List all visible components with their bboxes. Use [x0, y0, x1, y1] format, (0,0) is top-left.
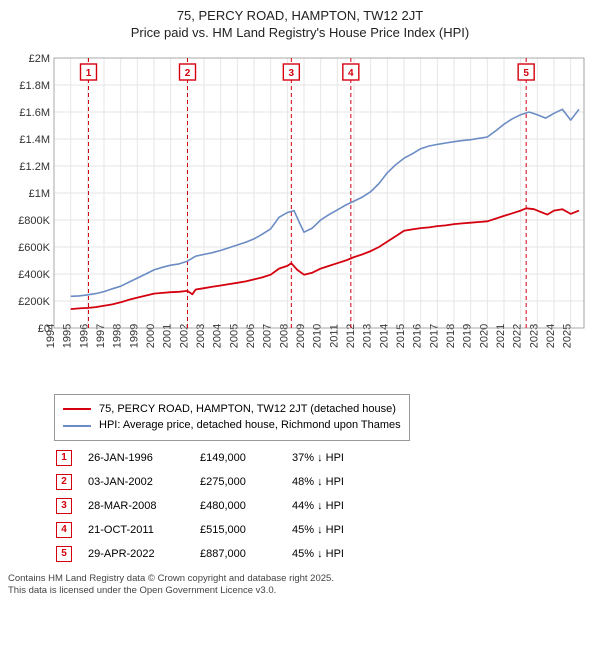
- footer-line-2: This data is licensed under the Open Gov…: [8, 585, 592, 597]
- svg-text:2008: 2008: [278, 324, 290, 348]
- sale-date: 28-MAR-2008: [88, 495, 198, 517]
- svg-text:2017: 2017: [428, 324, 440, 348]
- svg-text:2014: 2014: [378, 324, 390, 348]
- footer-line-1: Contains HM Land Registry data © Crown c…: [8, 573, 592, 585]
- legend: 75, PERCY ROAD, HAMPTON, TW12 2JT (detac…: [54, 394, 410, 441]
- sale-marker-icon: 4: [56, 522, 72, 538]
- svg-text:2016: 2016: [412, 324, 424, 348]
- svg-text:4: 4: [348, 68, 354, 79]
- svg-text:2019: 2019: [462, 324, 474, 348]
- sale-date: 21-OCT-2011: [88, 519, 198, 541]
- sale-price: £887,000: [200, 543, 290, 565]
- sale-date: 03-JAN-2002: [88, 471, 198, 493]
- svg-text:£200K: £200K: [18, 296, 50, 308]
- svg-text:2025: 2025: [562, 324, 574, 348]
- sale-price: £515,000: [200, 519, 290, 541]
- sale-price: £275,000: [200, 471, 290, 493]
- table-row: 2 03-JAN-2002£275,00048% ↓ HPI: [56, 471, 358, 493]
- svg-text:2013: 2013: [362, 324, 374, 348]
- legend-row-1: HPI: Average price, detached house, Rich…: [63, 417, 401, 434]
- svg-text:2023: 2023: [528, 324, 540, 348]
- table-row: 5 29-APR-2022£887,00045% ↓ HPI: [56, 543, 358, 565]
- line-chart: £0£200K£400K£600K£800K£1M£1.2M£1.4M£1.6M…: [8, 48, 592, 388]
- svg-text:£600K: £600K: [18, 242, 50, 254]
- svg-text:£1.6M: £1.6M: [19, 107, 50, 119]
- legend-row-0: 75, PERCY ROAD, HAMPTON, TW12 2JT (detac…: [63, 401, 401, 418]
- svg-text:3: 3: [289, 68, 295, 79]
- svg-text:2024: 2024: [545, 324, 557, 348]
- svg-text:2005: 2005: [228, 324, 240, 348]
- svg-text:2004: 2004: [212, 324, 224, 348]
- svg-text:£1.4M: £1.4M: [19, 134, 50, 146]
- table-row: 4 21-OCT-2011£515,00045% ↓ HPI: [56, 519, 358, 541]
- svg-text:2021: 2021: [495, 324, 507, 348]
- sale-marker-icon: 2: [56, 474, 72, 490]
- svg-text:2010: 2010: [312, 324, 324, 348]
- svg-text:£1M: £1M: [29, 188, 50, 200]
- svg-text:2: 2: [185, 68, 191, 79]
- svg-text:1994: 1994: [45, 324, 57, 348]
- sales-table: 1 26-JAN-1996£149,00037% ↓ HPI 2 03-JAN-200…: [54, 445, 360, 567]
- svg-text:1999: 1999: [128, 324, 140, 348]
- sale-date: 29-APR-2022: [88, 543, 198, 565]
- svg-text:2018: 2018: [445, 324, 457, 348]
- sale-price: £149,000: [200, 447, 290, 469]
- legend-swatch-0: [63, 408, 91, 410]
- svg-text:1995: 1995: [62, 324, 74, 348]
- svg-text:2006: 2006: [245, 324, 257, 348]
- sale-pct: 44% ↓ HPI: [292, 495, 358, 517]
- svg-text:1: 1: [86, 68, 92, 79]
- sale-marker-icon: 3: [56, 498, 72, 514]
- svg-text:£1.2M: £1.2M: [19, 161, 50, 173]
- svg-text:£400K: £400K: [18, 269, 50, 281]
- svg-text:£800K: £800K: [18, 215, 50, 227]
- svg-text:5: 5: [523, 68, 529, 79]
- legend-label-0: 75, PERCY ROAD, HAMPTON, TW12 2JT (detac…: [99, 401, 396, 418]
- sale-pct: 45% ↓ HPI: [292, 543, 358, 565]
- sale-price: £480,000: [200, 495, 290, 517]
- svg-text:£2M: £2M: [29, 53, 50, 65]
- svg-text:1998: 1998: [112, 324, 124, 348]
- svg-text:1997: 1997: [95, 324, 107, 348]
- svg-text:£1.8M: £1.8M: [19, 80, 50, 92]
- sale-date: 26-JAN-1996: [88, 447, 198, 469]
- svg-text:2000: 2000: [145, 324, 157, 348]
- title-line-1: 75, PERCY ROAD, HAMPTON, TW12 2JT: [8, 8, 592, 25]
- legend-label-1: HPI: Average price, detached house, Rich…: [99, 417, 401, 434]
- chart-titles: 75, PERCY ROAD, HAMPTON, TW12 2JT Price …: [8, 8, 592, 42]
- legend-swatch-1: [63, 425, 91, 427]
- chart-area: £0£200K£400K£600K£800K£1M£1.2M£1.4M£1.6M…: [8, 48, 592, 388]
- svg-text:2003: 2003: [195, 324, 207, 348]
- svg-text:2020: 2020: [478, 324, 490, 348]
- sale-pct: 37% ↓ HPI: [292, 447, 358, 469]
- svg-text:2007: 2007: [262, 324, 274, 348]
- title-line-2: Price paid vs. HM Land Registry's House …: [8, 25, 592, 42]
- sale-marker-icon: 5: [56, 546, 72, 562]
- table-row: 3 28-MAR-2008£480,00044% ↓ HPI: [56, 495, 358, 517]
- svg-text:2001: 2001: [162, 324, 174, 348]
- svg-text:2002: 2002: [178, 324, 190, 348]
- sale-pct: 45% ↓ HPI: [292, 519, 358, 541]
- svg-text:2015: 2015: [395, 324, 407, 348]
- svg-text:2009: 2009: [295, 324, 307, 348]
- footer: Contains HM Land Registry data © Crown c…: [8, 573, 592, 598]
- svg-text:2022: 2022: [512, 324, 524, 348]
- table-row: 1 26-JAN-1996£149,00037% ↓ HPI: [56, 447, 358, 469]
- sale-pct: 48% ↓ HPI: [292, 471, 358, 493]
- sale-marker-icon: 1: [56, 450, 72, 466]
